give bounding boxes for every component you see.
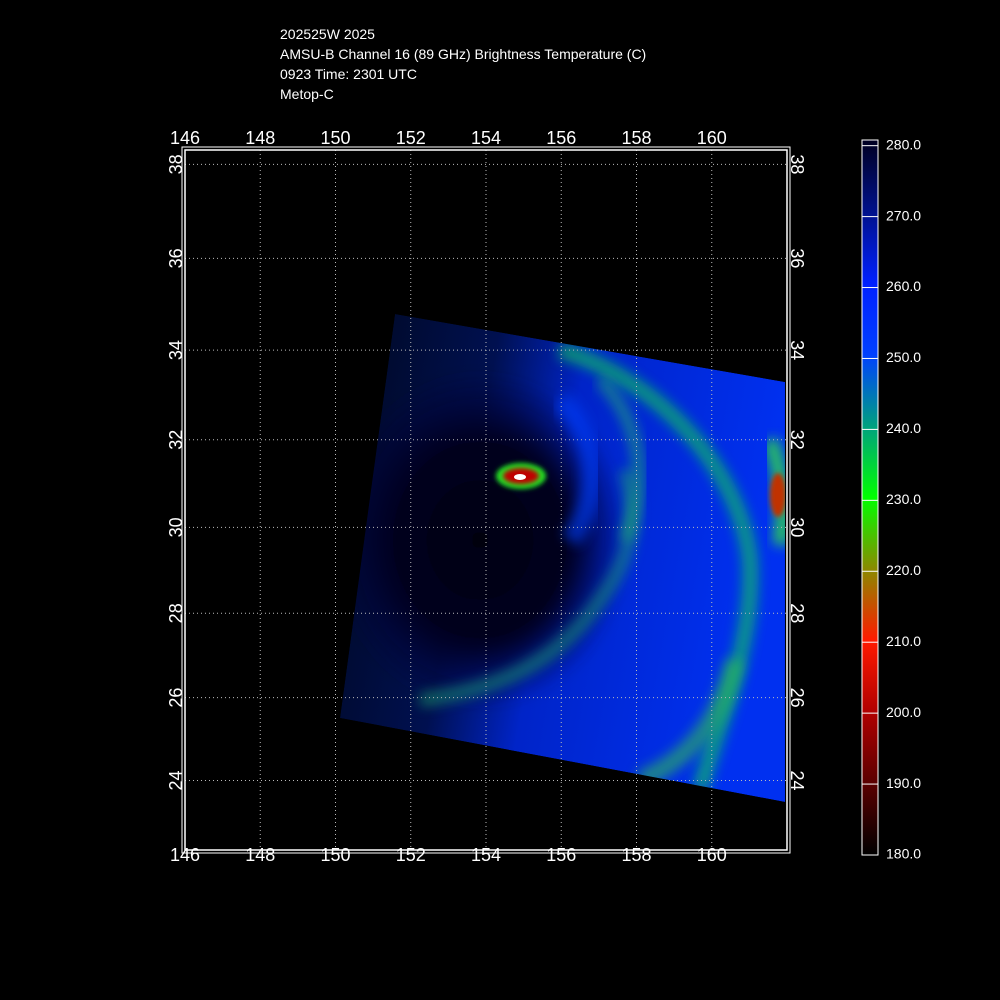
- lon-tick-label: 154: [471, 128, 501, 148]
- lat-tick-label: 36: [787, 248, 807, 268]
- lon-tick-label: 160: [697, 128, 727, 148]
- colorbar-tick-label: 240.0: [886, 420, 921, 436]
- lat-tick-label: 24: [787, 771, 807, 791]
- lat-tick-label: 26: [787, 688, 807, 708]
- lon-tick-label: 156: [546, 128, 576, 148]
- map-frame-outer: [181, 146, 791, 854]
- lat-tick-label: 28: [787, 603, 807, 623]
- lon-tick-label: 146: [170, 128, 200, 148]
- lon-tick-label: 156: [546, 845, 576, 865]
- header: 202525W 2025 AMSU-B Channel 16 (89 GHz) B…: [280, 26, 646, 102]
- map-frame: [184, 149, 788, 851]
- lon-tick-label: 148: [245, 128, 275, 148]
- lat-tick-label: 34: [787, 340, 807, 360]
- colorbar-tick-label: 190.0: [886, 775, 921, 791]
- lat-tick-label: 32: [166, 430, 186, 450]
- colorbar-tick-label: 270.0: [886, 207, 921, 223]
- title-line: Metop-C: [280, 86, 334, 102]
- colorbar-tick-label: 280.0: [886, 136, 921, 152]
- lon-tick-label: 146: [170, 845, 200, 865]
- lon-tick-label: 160: [697, 845, 727, 865]
- colorbar-tick-label: 180.0: [886, 846, 921, 862]
- title-line: 0923 Time: 2301 UTC: [280, 66, 417, 82]
- lat-tick-label: 38: [166, 154, 186, 174]
- colorbar-tick-label: 220.0: [886, 562, 921, 578]
- lon-tick-label: 150: [320, 128, 350, 148]
- lon-tick-label: 158: [621, 128, 651, 148]
- colorbar-ticks: 180.0 190.0 200.0 210.0 220.0 230.0 240.0 250.0…: [862, 136, 921, 862]
- axis-labels: 146 146 148 148 150 150 152 152 154 154 156 156 158 1…: [166, 128, 807, 865]
- lat-tick-label: 28: [166, 603, 186, 623]
- lat-tick-label: 24: [166, 771, 186, 791]
- lon-tick-label: 158: [621, 845, 651, 865]
- lon-tick-label: 152: [396, 128, 426, 148]
- grid: [184, 150, 787, 850]
- colorbar-tick-label: 200.0: [886, 704, 921, 720]
- title-line: AMSU-B Channel 16 (89 GHz) Brightness Te…: [280, 46, 646, 62]
- lat-tick-label: 36: [166, 248, 186, 268]
- swath-image: [340, 314, 785, 802]
- lat-tick-label: 38: [787, 154, 807, 174]
- lat-tick-label: 26: [166, 688, 186, 708]
- colorbar-tick-label: 210.0: [886, 633, 921, 649]
- lon-tick-label: 150: [320, 845, 350, 865]
- lon-tick-label: 154: [471, 845, 501, 865]
- lat-tick-label: 34: [166, 340, 186, 360]
- colorbar: [861, 139, 879, 856]
- lat-tick-label: 30: [166, 517, 186, 537]
- lat-tick-label: 32: [787, 430, 807, 450]
- colorbar-tick-label: 230.0: [886, 491, 921, 507]
- colorbar-tick-label: 250.0: [886, 349, 921, 365]
- lat-tick-label: 30: [787, 517, 807, 537]
- lon-tick-label: 148: [245, 845, 275, 865]
- colorbar-tick-label: 260.0: [886, 278, 921, 294]
- title-line: 202525W 2025: [280, 26, 375, 42]
- lon-tick-label: 152: [396, 845, 426, 865]
